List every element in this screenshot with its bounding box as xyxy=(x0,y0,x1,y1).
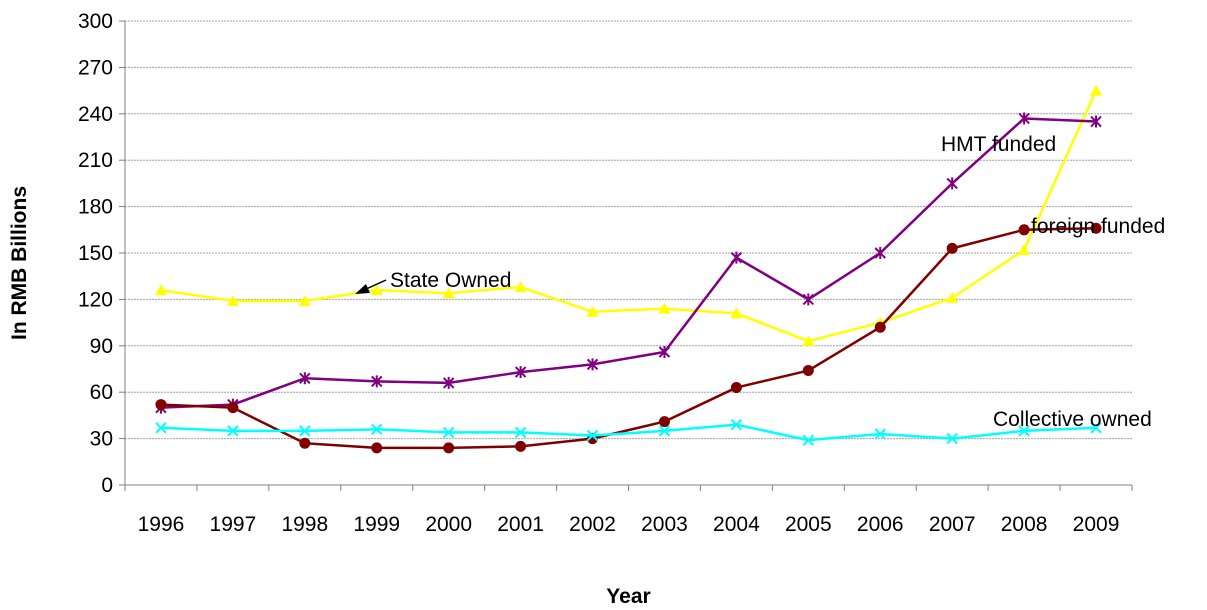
x-tick-label: 2004 xyxy=(713,513,760,536)
data-point-0-4 xyxy=(442,287,455,299)
data-point-1-7 xyxy=(658,345,671,358)
x-tick-labels: 1996 1997 1998 1999 2000 2001 2002 2003 2004 2005… xyxy=(124,485,1133,536)
data-point-2-13 xyxy=(1090,222,1102,234)
x-tick-label: 2005 xyxy=(785,513,832,536)
x-tick-label: 2001 xyxy=(497,513,544,536)
data-point-3-8 xyxy=(730,418,743,431)
x-tick-label: 1997 xyxy=(210,513,257,536)
data-point-3-3 xyxy=(371,423,383,436)
x-tick-label: 2007 xyxy=(929,513,976,536)
data-point-1-9 xyxy=(802,293,815,306)
x-tick-label: 2000 xyxy=(425,513,472,536)
data-point-0-2 xyxy=(298,294,311,306)
y-axis-title: In RMB Billions xyxy=(8,186,31,340)
data-point-0-0 xyxy=(154,284,167,296)
series-1 xyxy=(155,112,1102,414)
data-point-3-1 xyxy=(227,425,239,437)
data-series xyxy=(154,84,1103,454)
series-line-2 xyxy=(160,227,1097,450)
data-point-3-6 xyxy=(586,429,599,442)
data-point-2-3 xyxy=(371,442,383,454)
data-point-3-7 xyxy=(658,425,671,437)
series-line-0 xyxy=(160,90,1098,343)
data-point-1-5 xyxy=(514,366,527,379)
y-tick-label: 90 xyxy=(90,335,113,358)
annotation-state-owned: State Owned xyxy=(390,269,511,292)
data-point-0-8 xyxy=(730,307,743,319)
data-point-2-4 xyxy=(443,442,455,454)
series-2 xyxy=(155,222,1102,454)
data-point-0-7 xyxy=(658,302,671,314)
data-point-0-12 xyxy=(1018,243,1031,255)
data-point-1-6 xyxy=(586,358,599,371)
series-line-1 xyxy=(160,117,1097,409)
y-tick-label: 180 xyxy=(78,196,113,219)
data-point-0-1 xyxy=(226,294,239,306)
data-point-3-12 xyxy=(1018,425,1030,437)
y-tick-label: 210 xyxy=(78,149,113,172)
annotation-hmt-funded: HMT funded xyxy=(941,133,1056,156)
data-point-1-13 xyxy=(1090,115,1102,128)
y-tick-label: 300 xyxy=(78,10,113,33)
data-point-1-4 xyxy=(442,376,455,389)
x-tick-label: 2009 xyxy=(1073,513,1120,536)
data-point-2-1 xyxy=(227,402,239,414)
data-point-1-12 xyxy=(1018,112,1030,125)
data-point-2-12 xyxy=(1018,224,1030,236)
data-point-2-9 xyxy=(802,365,814,377)
x-tick-label: 1996 xyxy=(138,513,185,536)
data-point-3-2 xyxy=(299,425,311,437)
data-point-2-0 xyxy=(155,399,167,411)
data-point-0-13 xyxy=(1090,84,1103,96)
data-point-1-10 xyxy=(874,247,886,259)
x-tick-label: 2002 xyxy=(569,513,616,536)
x-tick-label: 2003 xyxy=(641,513,688,536)
y-tick-label: 150 xyxy=(78,242,113,265)
x-axis-title: Year xyxy=(606,585,650,608)
gridlines xyxy=(125,20,1132,440)
annotation-collective-owned: Collective owned xyxy=(993,408,1152,431)
data-point-3-11 xyxy=(946,432,958,445)
data-point-2-2 xyxy=(299,437,311,449)
data-point-0-5 xyxy=(514,281,527,293)
y-tick-label: 60 xyxy=(90,381,113,404)
x-tick-label: 2008 xyxy=(1001,513,1048,536)
y-tick-label: 120 xyxy=(78,288,113,311)
data-point-0-3 xyxy=(370,284,383,296)
x-tick-label: 2006 xyxy=(857,513,904,536)
data-point-2-7 xyxy=(658,416,670,428)
annotations: State Owned HMT funded foreign funded Co… xyxy=(355,133,1165,431)
y-tick-label: 30 xyxy=(90,428,113,451)
data-point-3-13 xyxy=(1090,422,1102,434)
data-point-2-11 xyxy=(946,242,958,254)
data-point-1-8 xyxy=(730,251,743,264)
y-tick-label: 0 xyxy=(101,474,113,497)
data-point-2-10 xyxy=(874,321,886,333)
state-owned-arrow-head xyxy=(355,284,370,294)
data-point-1-2 xyxy=(299,372,311,385)
y-tick-label: 240 xyxy=(78,103,113,126)
x-tick-label: 1998 xyxy=(281,513,328,536)
data-point-3-5 xyxy=(514,426,527,439)
y-tick-label: 270 xyxy=(78,56,113,79)
series-line-3 xyxy=(160,423,1097,442)
data-point-3-9 xyxy=(802,434,815,446)
series-3 xyxy=(155,418,1102,446)
data-point-0-9 xyxy=(802,335,815,347)
series-0 xyxy=(154,84,1103,347)
data-point-1-11 xyxy=(946,177,958,190)
data-point-2-8 xyxy=(730,382,742,394)
data-point-0-6 xyxy=(586,305,599,317)
x-tick-label: 1999 xyxy=(353,513,400,536)
data-point-3-4 xyxy=(442,426,455,439)
data-point-2-5 xyxy=(515,440,527,452)
data-point-0-11 xyxy=(946,291,959,303)
y-tick-labels: 0 30 60 90 120 150 180 210 240 270 300 xyxy=(78,10,125,497)
data-point-1-3 xyxy=(371,375,383,388)
data-point-3-0 xyxy=(155,422,167,434)
data-point-3-10 xyxy=(874,428,886,440)
annotation-foreign-funded: foreign funded xyxy=(1031,215,1165,238)
